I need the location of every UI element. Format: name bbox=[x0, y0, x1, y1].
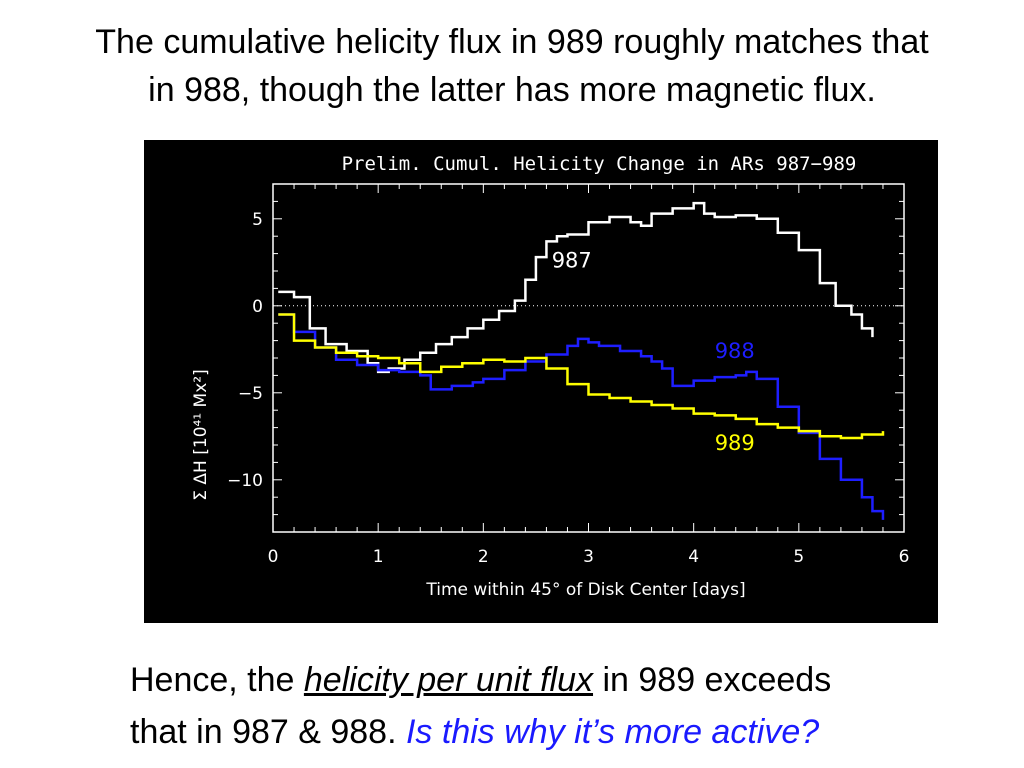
caption-pre: Hence, the bbox=[130, 661, 304, 699]
slide-caption: Hence, the helicity per unit flux in 989… bbox=[130, 654, 1010, 758]
slide-title-line2: in 988, though the latter has more magne… bbox=[148, 71, 876, 109]
slide-title-line1: The cumulative helicity flux in 989 roug… bbox=[95, 23, 929, 61]
caption-line1: Hence, the helicity per unit flux in 989… bbox=[130, 654, 1010, 706]
series-label-988: 988 bbox=[715, 339, 755, 363]
x-tick-label: 2 bbox=[478, 547, 489, 567]
y-tick-label: 5 bbox=[252, 210, 263, 230]
y-tick-label: −10 bbox=[227, 471, 263, 491]
caption-line2-text: that in 987 & 988. bbox=[130, 713, 406, 751]
x-tick-label: 6 bbox=[899, 547, 910, 567]
helicity-chart: Prelim. Cumul. Helicity Change in ARs 98… bbox=[144, 140, 938, 623]
chart-title: Prelim. Cumul. Helicity Change in ARs 98… bbox=[342, 153, 857, 175]
x-tick-label: 0 bbox=[268, 547, 279, 567]
series-line-987 bbox=[278, 201, 874, 374]
slide-title: The cumulative helicity flux in 989 roug… bbox=[0, 18, 1024, 114]
x-tick-label: 1 bbox=[373, 547, 384, 567]
x-tick-label: 4 bbox=[688, 547, 699, 567]
x-tick-label: 3 bbox=[583, 547, 594, 567]
x-axis-label: Time within 45° of Disk Center [days] bbox=[425, 580, 745, 600]
caption-emphasis: helicity per unit flux bbox=[303, 661, 594, 699]
y-tick-label: 0 bbox=[252, 297, 263, 317]
y-axis-label: Σ ΔH [10⁴¹ Mx²] bbox=[191, 369, 211, 500]
caption-mid: in 989 exceeds bbox=[593, 661, 832, 699]
series-line-989 bbox=[278, 313, 885, 440]
chart-svg: Prelim. Cumul. Helicity Change in ARs 98… bbox=[191, 153, 910, 600]
series-label-989: 989 bbox=[715, 431, 755, 455]
caption-line2: that in 987 & 988. Is this why it’s more… bbox=[130, 706, 1010, 758]
series-label-987: 987 bbox=[552, 249, 592, 273]
x-tick-label: 5 bbox=[793, 547, 804, 567]
caption-question: Is this why it’s more active? bbox=[405, 713, 820, 751]
y-tick-label: −5 bbox=[238, 384, 263, 404]
plot-layer: 0 1 2 3 4 5 6 5 0 −5 −10 987 988 989 bbox=[227, 183, 910, 567]
series-line-988 bbox=[278, 313, 885, 520]
